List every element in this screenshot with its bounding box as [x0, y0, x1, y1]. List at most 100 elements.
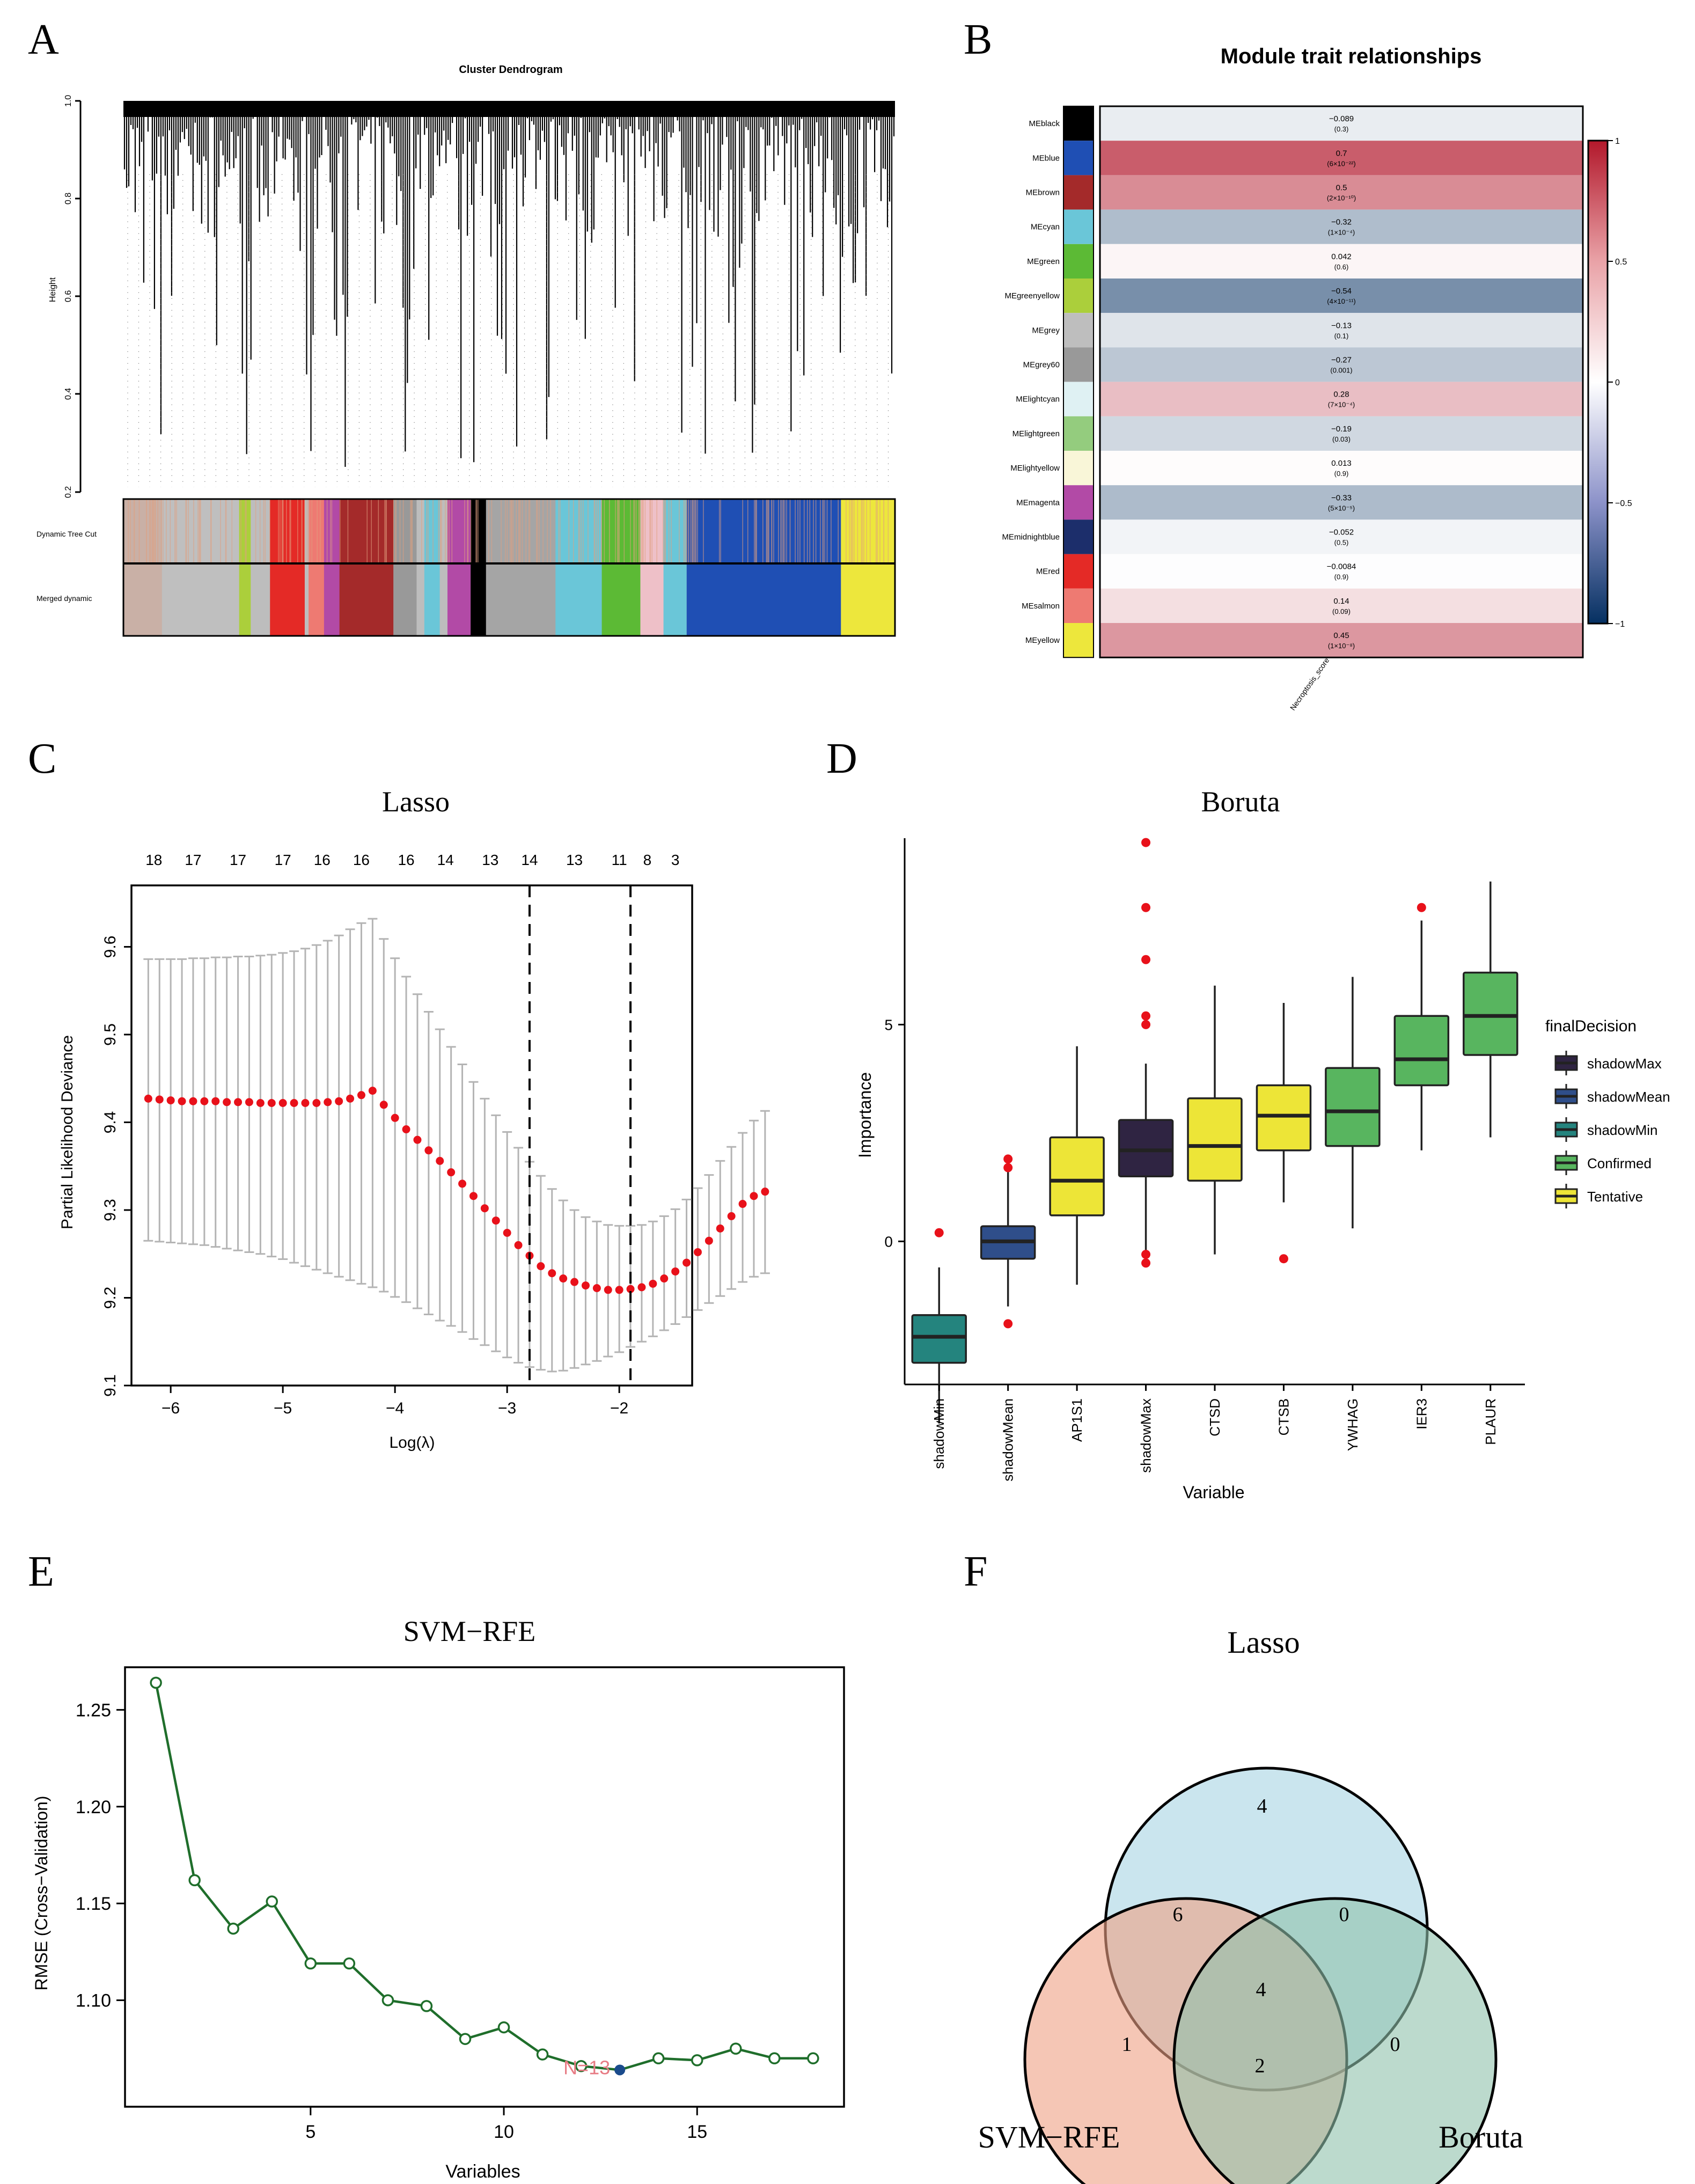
lasso-top-label: 16 [314, 852, 331, 868]
dendrogram-title: Cluster Dendrogram [459, 64, 562, 76]
heatmap-cell [1100, 209, 1583, 244]
deviance-point [324, 1098, 332, 1106]
p-value: (0.03) [1332, 435, 1351, 443]
deviance-point [178, 1097, 186, 1105]
deviance-point [290, 1099, 298, 1108]
deviance-point [480, 1204, 489, 1213]
lasso-top-label: 13 [482, 852, 498, 868]
deviance-point [301, 1099, 310, 1108]
rmse-point [691, 2054, 703, 2066]
venn-panel: Lasso SVM−RFE Boruta 4 6 0 4 1 2 0 [978, 1625, 1523, 2184]
heatmap-cell [1100, 623, 1583, 658]
rmse-point [807, 2052, 819, 2065]
module-swatch [1063, 485, 1094, 520]
rmse-point [730, 2042, 742, 2055]
rmse-point [227, 1922, 239, 1935]
module-label: MEsalmon [1022, 602, 1060, 611]
boruta-xtick-label: shadowMean [1000, 1398, 1016, 1482]
p-value: (0.09) [1332, 607, 1351, 615]
deviance-point [626, 1285, 635, 1293]
lasso-top-axis: 18 17 17 17 16 16 16 14 13 14 13 11 8 3 [145, 852, 679, 868]
deviance-point [592, 1284, 601, 1293]
deviance-point [278, 1099, 287, 1108]
module-swatch [1063, 623, 1094, 658]
svm-title: SVM−RFE [403, 1615, 536, 1647]
deviance-point [671, 1267, 680, 1276]
lasso-top-label: 8 [643, 852, 652, 868]
rmse-point [497, 2021, 510, 2034]
lasso-ytick-label: 9.2 [101, 1287, 119, 1309]
venn-svm-label: SVM−RFE [978, 2120, 1120, 2154]
lasso-top-label: 16 [353, 852, 370, 868]
box-body [1256, 1084, 1312, 1152]
heatmap-cell [1100, 106, 1583, 141]
correlation-value: 0.5 [1336, 184, 1347, 193]
correlation-value: 0.14 [1333, 597, 1349, 606]
lasso-top-label: 3 [671, 852, 680, 868]
venn-region-count: 2 [1255, 2055, 1265, 2077]
svm-ytick-label: 1.25 [76, 1700, 111, 1720]
deviance-point [357, 1091, 365, 1100]
rmse-point [575, 2060, 588, 2072]
deviance-point [693, 1248, 702, 1256]
box-outlier [1003, 1163, 1013, 1172]
lasso-plot-frame [130, 884, 693, 1387]
box-outlier [1279, 1254, 1288, 1264]
deviance-point [559, 1274, 568, 1283]
module-label: MEbrown [1026, 188, 1060, 197]
correlation-value: 0.45 [1333, 631, 1349, 640]
module-swatch [1063, 416, 1094, 451]
box-outlier [1003, 1154, 1013, 1164]
boruta-xtick-label: shadowMax [1138, 1398, 1154, 1473]
deviance-point [346, 1094, 355, 1103]
colorbar-tick-label: −0.5 [1615, 499, 1632, 508]
best-point [614, 2064, 626, 2076]
deviance-point [761, 1188, 769, 1196]
module-label: MElightcyan [1016, 395, 1060, 404]
boruta-xtick-label: shadowMin [931, 1398, 947, 1469]
deviance-point [537, 1262, 545, 1271]
colorbar: 1 0.5 0 −0.5 −1 [1587, 137, 1632, 629]
boruta-xtick-label: YWHAG [1345, 1398, 1361, 1451]
rmse-point [150, 1676, 162, 1689]
boruta-ytick-label: 0 [884, 1233, 893, 1250]
module-trait-panel: Module trait relationships MEblack −0.089… [1002, 45, 1632, 712]
module-swatch [1063, 106, 1094, 141]
module-label: MEgreen [1027, 257, 1060, 266]
lasso-axes: −6 −5 −4 −3 −2 9.1 9.2 9.3 9.4 9.5 9.6 [101, 936, 628, 1417]
venn-region-count: 4 [1257, 1795, 1267, 1817]
heatmap-cell [1100, 416, 1583, 451]
svm-ytick-label: 1.20 [76, 1797, 111, 1817]
colorbar-tick-label: 1 [1615, 137, 1620, 146]
deviance-point [649, 1279, 657, 1288]
module-label: MElightyellow [1010, 464, 1060, 473]
deviance-point [312, 1099, 321, 1108]
box-outlier [1141, 1250, 1151, 1259]
lasso-top-label: 17 [275, 852, 291, 868]
boruta-xtick-label: PLAUR [1483, 1398, 1499, 1445]
lasso-top-label: 16 [398, 852, 414, 868]
deviance-point [738, 1200, 747, 1208]
deviance-point [368, 1087, 377, 1095]
lasso-xtick-label: −3 [498, 1399, 516, 1417]
venn-boruta-label: Boruta [1439, 2120, 1523, 2154]
dynamic-tree-cut-label: Dynamic Tree Cut [36, 530, 97, 538]
heatmap-frame [1099, 105, 1584, 658]
panel-letter-d: D [826, 735, 857, 782]
lasso-top-label: 17 [230, 852, 246, 868]
panel-letter-b: B [964, 16, 992, 63]
box-outlier [1141, 955, 1151, 964]
lasso-xtick-label: −5 [274, 1399, 292, 1417]
correlation-value: −0.089 [1329, 114, 1354, 123]
boruta-xtick-label: CTSB [1275, 1398, 1292, 1435]
p-value: (0.9) [1334, 573, 1349, 581]
lasso-panel: Lasso 18 17 17 17 16 16 16 14 13 14 13 11 8 3 −6 −5 −4−… [58, 786, 770, 1452]
module-color-block [841, 499, 895, 636]
boruta-ylabel: Importance [855, 1072, 875, 1158]
panel-letter-c: C [28, 735, 56, 782]
rmse-point [381, 1994, 394, 2006]
lasso-xtick-label: −2 [610, 1399, 628, 1417]
lasso-ytick-label: 9.1 [101, 1374, 119, 1397]
heatmap-cell [1100, 554, 1583, 589]
boruta-ytick-label: 5 [884, 1016, 893, 1033]
